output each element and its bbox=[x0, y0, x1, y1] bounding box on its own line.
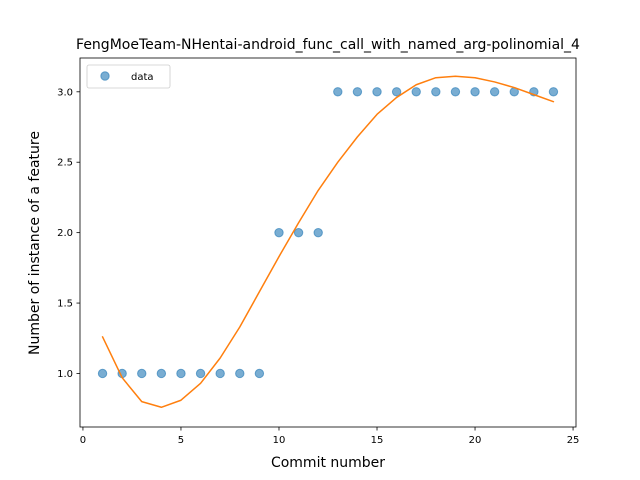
y-tick-label: 3.0 bbox=[57, 87, 73, 98]
data-point bbox=[137, 368, 147, 379]
data-point bbox=[195, 368, 206, 379]
data-point bbox=[411, 87, 421, 97]
x-tick-label: 25 bbox=[567, 435, 580, 446]
data-point bbox=[215, 368, 225, 379]
data-point bbox=[548, 87, 559, 97]
y-tick-label: 1.0 bbox=[57, 369, 73, 380]
axes-frame bbox=[79, 57, 577, 428]
data-point bbox=[235, 368, 245, 379]
x-tick-label: 5 bbox=[178, 435, 184, 446]
x-tick-label: 0 bbox=[80, 435, 86, 446]
data-point bbox=[489, 87, 500, 97]
data-point bbox=[176, 368, 186, 379]
y-axis-label: Number of instance of a feature bbox=[27, 131, 43, 355]
y-tick-label: 2.0 bbox=[57, 228, 73, 239]
x-tick-label: 10 bbox=[273, 435, 286, 446]
data-point bbox=[313, 227, 323, 238]
y-tick-label: 2.5 bbox=[57, 158, 73, 169]
data-point bbox=[391, 87, 402, 97]
data-point bbox=[156, 368, 167, 379]
y-tick-label: 1.5 bbox=[57, 299, 73, 310]
chart-title: FengMoeTeam-NHentai-android_func_call_wi… bbox=[76, 37, 580, 53]
data-point bbox=[97, 368, 108, 379]
legend-label: data bbox=[131, 72, 154, 83]
x-tick-label: 20 bbox=[469, 435, 482, 446]
data-point bbox=[372, 87, 382, 97]
data-point bbox=[254, 368, 265, 379]
x-tick-label: 15 bbox=[371, 435, 384, 446]
data-point bbox=[352, 87, 363, 97]
x-axis-label: Commit number bbox=[271, 455, 385, 471]
data-point bbox=[293, 227, 304, 238]
data-point bbox=[333, 87, 343, 97]
data-point bbox=[470, 87, 480, 97]
data-point bbox=[450, 87, 461, 97]
fit-line bbox=[101, 75, 555, 409]
legend: data bbox=[86, 64, 171, 89]
legend-marker bbox=[100, 71, 110, 81]
data-point bbox=[274, 227, 284, 238]
plot-area: 0 5 10 15 20 25 1.0 1.5 2.0 2.5 3.0 data bbox=[57, 57, 580, 446]
data-point bbox=[431, 87, 441, 97]
legend-box bbox=[86, 64, 171, 89]
